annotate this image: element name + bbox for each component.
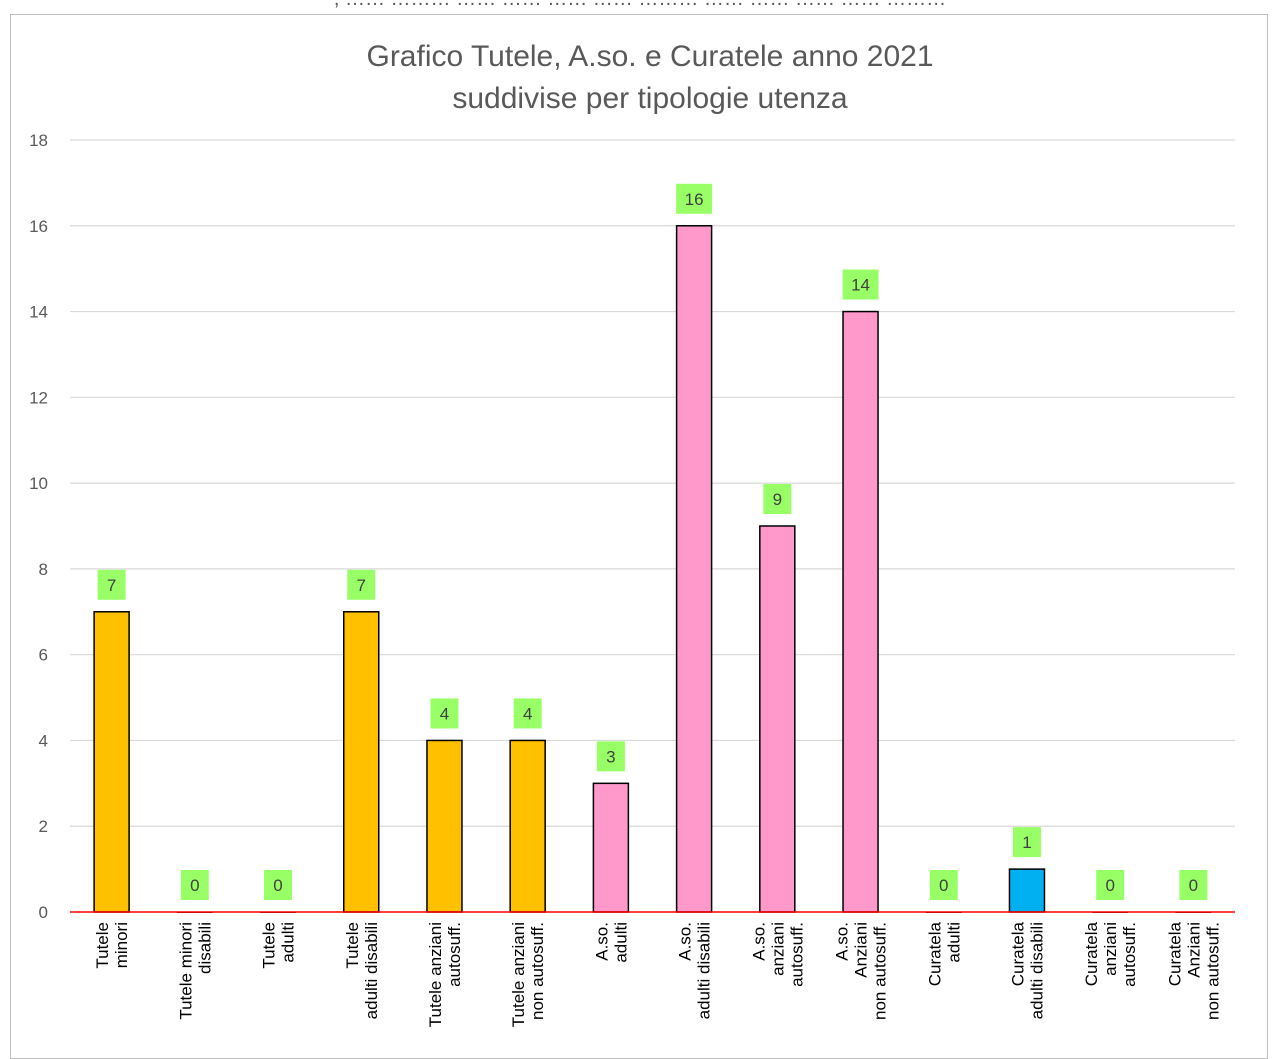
x-category-label: A.so. xyxy=(833,922,852,961)
x-category-label: autosuff. xyxy=(1120,922,1139,987)
data-label: 3 xyxy=(606,747,615,766)
gridlines xyxy=(70,139,1235,827)
data-label-box xyxy=(1179,870,1208,900)
x-category-label: Anziani xyxy=(1184,922,1203,978)
y-tick-label: 6 xyxy=(39,646,48,665)
y-tick-label: 0 xyxy=(39,903,48,922)
bar xyxy=(842,310,879,913)
x-category-label: Tutele minori xyxy=(176,922,195,1020)
x-category-label: Anziani xyxy=(852,922,871,978)
x-category-label: anziani xyxy=(1101,922,1120,976)
x-category-label: minori xyxy=(112,922,131,968)
x-category-label: Curatela xyxy=(1082,921,1101,986)
x-category-label: autosuff. xyxy=(787,922,806,987)
x-category-label: adulti disabili xyxy=(362,922,381,1019)
chart-title: Grafico Tutele, A.so. e Curatele anno 20… xyxy=(366,40,933,115)
x-category-label: Tutele anziani xyxy=(509,922,528,1027)
x-category-label: adulti disabili xyxy=(1027,922,1046,1019)
bar xyxy=(759,525,796,913)
data-label: 4 xyxy=(440,704,449,723)
chart-frame xyxy=(10,14,1268,1059)
data-label-box xyxy=(430,698,459,729)
y-tick-label: 14 xyxy=(29,303,48,322)
data-labels: 7 0 0 7 4 4 3 16 9 14 0 1 0 0 xyxy=(97,183,1208,900)
data-label-box xyxy=(929,870,958,900)
y-tick-label: 2 xyxy=(39,817,48,836)
data-label-box xyxy=(596,741,625,772)
data-label-box xyxy=(97,569,126,600)
y-tick-label: 12 xyxy=(29,388,48,407)
x-category-label: disabili xyxy=(195,922,214,974)
x-category-label: Curatela xyxy=(1008,921,1027,986)
data-label: 0 xyxy=(1105,876,1114,895)
x-category-label: A.so. xyxy=(676,922,695,961)
data-label: 0 xyxy=(190,876,199,895)
x-category-label: anziani xyxy=(768,922,787,976)
y-axis-ticks: 0 2 4 6 8 10 12 14 16 18 xyxy=(29,131,48,922)
x-category-label: non autosuff. xyxy=(871,922,890,1020)
bar xyxy=(93,611,130,913)
cropped-header-text: , …… ……… …… …… …… …… ……… …… …… …… …… ……… xyxy=(0,0,1280,14)
data-label-box xyxy=(513,698,542,729)
data-label-box xyxy=(264,870,293,900)
y-tick-label: 10 xyxy=(29,474,48,493)
data-label: 1 xyxy=(1022,833,1031,852)
x-category-label: A.so. xyxy=(592,922,611,961)
data-label-box xyxy=(763,484,792,514)
x-category-label: Curatela xyxy=(925,921,944,986)
x-category-label: Tutele xyxy=(260,922,279,969)
x-category-label: Tutele xyxy=(343,922,362,969)
data-label: 4 xyxy=(523,704,532,723)
bar xyxy=(343,611,380,913)
x-category-label: Tutele xyxy=(93,922,112,969)
data-label-box xyxy=(180,870,209,900)
x-category-label: non autosuff. xyxy=(528,922,547,1020)
x-category-label: adulti xyxy=(611,922,630,963)
data-label-box xyxy=(842,269,879,300)
bar xyxy=(509,739,546,913)
data-label-box xyxy=(676,183,713,214)
chart-title-line-2: suddivise per tipologie utenza xyxy=(452,82,848,115)
data-label: 7 xyxy=(357,576,366,595)
data-label: 0 xyxy=(273,876,282,895)
x-category-label: A.so. xyxy=(749,922,768,961)
bars xyxy=(93,225,1212,913)
x-category-label: autosuff. xyxy=(445,922,464,987)
bar xyxy=(426,739,463,913)
y-tick-label: 4 xyxy=(39,731,48,750)
data-label-box xyxy=(1096,870,1125,900)
data-label-box xyxy=(347,569,376,600)
data-label-box xyxy=(1012,827,1041,858)
data-label: 0 xyxy=(1189,876,1198,895)
bar xyxy=(1008,868,1046,913)
y-tick-label: 18 xyxy=(29,131,48,150)
x-category-label: adulti xyxy=(944,922,963,963)
x-category-label: non autosuff. xyxy=(1203,922,1222,1020)
x-category-label: Tutele anziani xyxy=(426,922,445,1027)
x-category-label: Curatela xyxy=(1165,921,1184,986)
data-label: 14 xyxy=(851,276,870,295)
bar xyxy=(592,782,630,913)
bar xyxy=(675,225,713,913)
chart-title-line-1: Grafico Tutele, A.so. e Curatele anno 20… xyxy=(366,40,933,73)
x-axis-categories: Tutele minori Tutele minori disabili Tutele a… xyxy=(93,921,1222,1027)
data-label: 9 xyxy=(773,490,782,509)
x-category-label: adulti disabili xyxy=(695,922,714,1019)
x-category-label: adulti xyxy=(279,922,298,963)
data-label: 7 xyxy=(107,576,116,595)
y-tick-label: 8 xyxy=(39,560,48,579)
data-label: 0 xyxy=(939,876,948,895)
data-label: 16 xyxy=(685,190,704,209)
y-tick-label: 16 xyxy=(29,217,48,236)
